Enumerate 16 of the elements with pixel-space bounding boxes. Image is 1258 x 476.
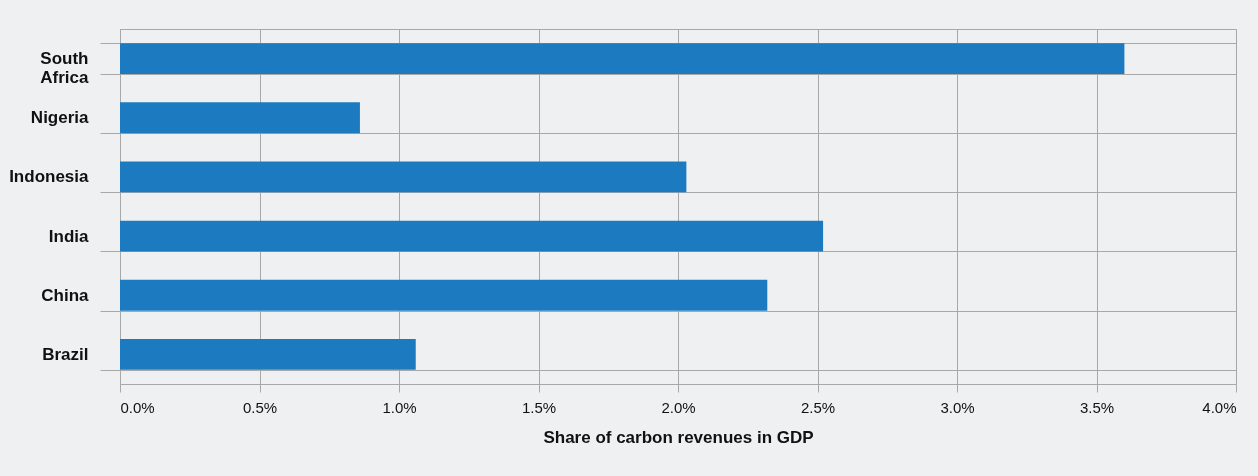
y-tick-label: Brazil — [42, 344, 89, 364]
x-tick-label: 3.0% — [940, 398, 975, 416]
x-tick-label: 1.5% — [521, 398, 557, 416]
x-tick-label: 2.5% — [800, 398, 836, 416]
y-tick-label: Indonesia — [9, 167, 90, 187]
x-tick-label: 2.0% — [661, 398, 696, 416]
y-tick-label: South Africa — [40, 49, 90, 88]
x-axis-title: Share of carbon revenues in GDP — [543, 427, 814, 447]
y-tick-label: Nigeria — [30, 108, 90, 128]
y-tick-label: India — [48, 226, 90, 246]
y-tick-label: China — [41, 285, 90, 305]
x-tick-label: 1.0% — [382, 398, 417, 416]
x-tick-label: 0.5% — [242, 398, 278, 416]
x-tick-label: 4.0% — [1202, 398, 1237, 416]
x-tick-label: 3.5% — [1079, 398, 1115, 416]
x-tick-label: 0.0% — [120, 398, 155, 416]
